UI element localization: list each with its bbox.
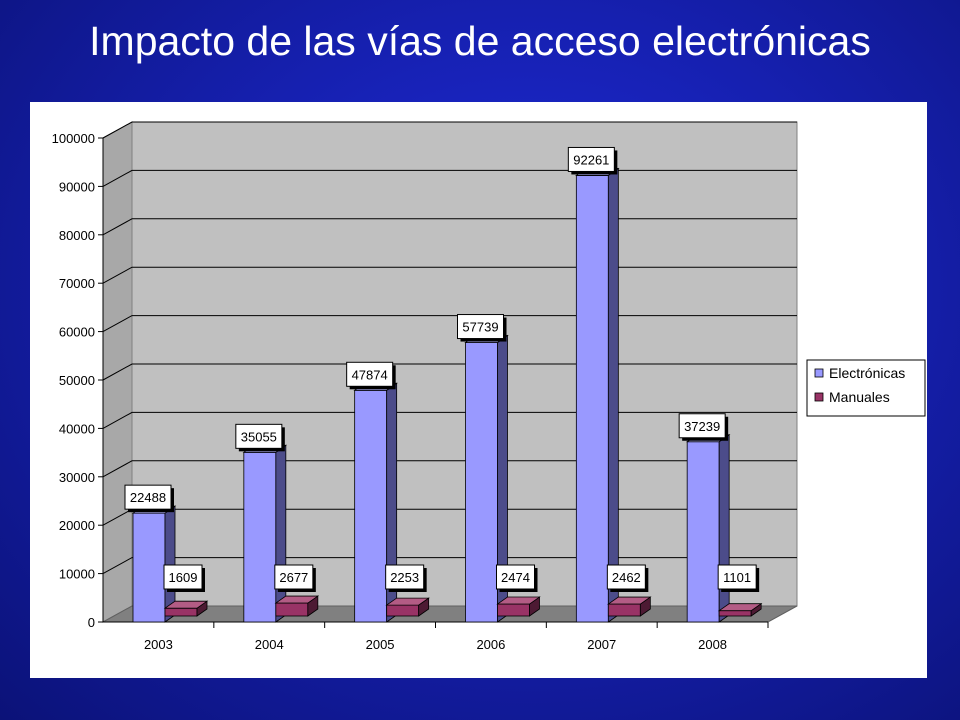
data-label-box: [567, 146, 615, 172]
data-label-box: [385, 564, 425, 590]
bar-manuales: [386, 604, 420, 617]
y-tick-label: 80000: [59, 228, 95, 243]
y-tick-label: 50000: [59, 373, 95, 388]
gridline: [102, 315, 797, 333]
gridline: [102, 218, 797, 236]
bar-manuales: [607, 603, 641, 617]
bar-top: [163, 600, 209, 609]
bar-top: [496, 596, 541, 605]
y-tick-label: 0: [88, 615, 95, 630]
y-tick-label: 90000: [59, 179, 95, 194]
data-label-box: [346, 361, 394, 387]
bar-electrónicas: [354, 389, 388, 623]
data-label-text: 22488: [130, 490, 166, 505]
data-label-box: [124, 484, 172, 510]
bar-electrónicas: [686, 441, 720, 623]
gridline: [102, 411, 797, 429]
x-tick-label: 2007: [587, 637, 616, 652]
bar-side: [275, 444, 287, 623]
bar-manuales: [275, 602, 309, 617]
bar-top: [607, 596, 652, 605]
data-label-text: 47874: [352, 367, 388, 382]
data-label-box: [678, 413, 726, 439]
gridline: [102, 121, 797, 139]
data-label-text: 57739: [462, 320, 498, 335]
y-tick-label: 100000: [52, 131, 95, 146]
gridline: [102, 557, 797, 575]
data-label-text: 35055: [241, 429, 277, 444]
legend: Electrónicas Manuales: [806, 359, 926, 417]
gridlines: [102, 121, 797, 575]
x-tick-label: 2008: [698, 637, 727, 652]
legend-swatch: [814, 392, 824, 402]
bar-top: [385, 597, 430, 606]
x-tick-label: 2006: [476, 637, 505, 652]
data-label-box: [274, 564, 314, 590]
bar-top: [717, 603, 763, 612]
bar-manuales: [497, 603, 530, 617]
x-tick-label: 2004: [255, 637, 284, 652]
data-label-box: [235, 423, 283, 449]
gridline: [102, 363, 797, 381]
x-tick-label: 2003: [144, 637, 173, 652]
bar-manuales: [718, 610, 752, 617]
slide-title: Impacto de las vías de acceso electrónic…: [89, 18, 871, 64]
data-label-text: 2677: [279, 570, 308, 585]
x-tick-label: 2005: [366, 637, 395, 652]
y-tick-label: 40000: [59, 421, 95, 436]
data-label-text: 2474: [501, 570, 530, 585]
gridline: [102, 266, 797, 284]
bar-side: [718, 433, 730, 623]
data-label-box: [606, 564, 646, 590]
data-label-text: 92261: [573, 152, 609, 167]
legend-swatch: [814, 368, 824, 378]
y-tick-label: 30000: [59, 470, 95, 485]
gridline: [102, 460, 797, 478]
y-tick-label: 70000: [59, 276, 95, 291]
legend-box: [806, 359, 926, 417]
data-label-text: 1609: [169, 570, 198, 585]
bar-electrónicas: [243, 451, 277, 623]
y-tick-label: 10000: [59, 567, 95, 582]
bar-chart: 0 10000 20000 30000 40000 50000 60000 70000 8000…: [52, 121, 926, 652]
data-label-text: 1101: [723, 570, 751, 585]
chart-panel: 0 10000 20000 30000 40000 50000 60000 70000 8000…: [30, 102, 927, 678]
data-label-text: 37239: [684, 419, 720, 434]
bar-top: [274, 595, 320, 604]
axes: 0 10000 20000 30000 40000 50000 60000 70000 8000…: [52, 131, 769, 652]
data-label-box: [163, 564, 203, 590]
bar-electrónicas: [465, 342, 498, 623]
bar-manuales: [164, 607, 198, 617]
bar-electrónicas: [132, 512, 166, 623]
legend-label: Electrónicas: [829, 365, 905, 381]
y-tick-label: 60000: [59, 325, 95, 340]
y-tick-label: 20000: [59, 518, 95, 533]
bar-electrónicas: [575, 175, 609, 623]
bar-side: [607, 167, 619, 623]
legend-label: Manuales: [829, 389, 890, 405]
data-labels: 22488 1609 35055 2677 47874 2253 57739 2474 9226…: [124, 146, 760, 592]
data-label-box: [457, 314, 504, 340]
data-label-text: 2253: [390, 570, 419, 585]
data-label-box: [496, 564, 535, 590]
data-label-box: [717, 564, 757, 590]
data-label-text: 2462: [612, 570, 641, 585]
